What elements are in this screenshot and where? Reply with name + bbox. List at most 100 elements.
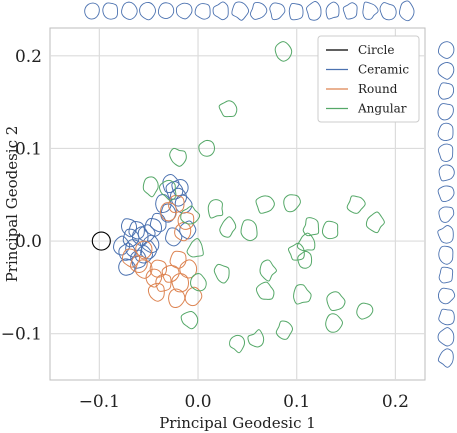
round-marker (135, 240, 153, 260)
angular-marker (219, 216, 237, 238)
angular-marker (247, 329, 265, 348)
round-marker (169, 250, 187, 269)
round-marker (161, 264, 180, 283)
ceramic-marker (165, 227, 183, 247)
right-strip-shape (437, 103, 454, 121)
angular-marker (180, 205, 201, 225)
legend-label: Circle (358, 43, 394, 57)
angular-marker (326, 291, 346, 312)
top-strip-shape (121, 1, 138, 20)
right-strip-shape (437, 62, 455, 80)
angular-marker (198, 139, 216, 157)
top-strip-shape (194, 3, 211, 20)
right-strip-shape (438, 41, 455, 59)
round-marker (149, 259, 168, 278)
top-strip-shape (231, 1, 250, 21)
top-strip-shape (325, 1, 340, 20)
right-strip-shape (438, 164, 455, 182)
ceramic-marker (179, 220, 197, 240)
right-strip-shape (437, 327, 455, 347)
ceramic-marker (165, 180, 184, 200)
circle-marker (91, 231, 111, 251)
x-tick-labels: −0.1 0.0 0.1 0.2 (79, 392, 409, 412)
angular-marker (321, 220, 339, 240)
top-strip-shape (212, 1, 229, 21)
top-strip-shape (175, 2, 193, 20)
top-strip-shape (306, 1, 322, 21)
y-axis-label: Principal Geodesic 2 (3, 126, 21, 283)
top-strip-shape (102, 2, 118, 20)
x-tick-label: −0.1 (79, 392, 120, 412)
angular-marker (259, 259, 277, 282)
angular-marker (287, 242, 305, 261)
ceramic-marker (130, 249, 147, 269)
round-marker (184, 286, 203, 307)
top-strip-shape (249, 1, 268, 20)
ceramic-marker (174, 194, 193, 214)
top-strip-shape (379, 2, 397, 21)
ceramic-marker (118, 258, 136, 276)
angular-marker (365, 211, 385, 234)
ceramic-marker (144, 217, 163, 237)
angular-marker (142, 176, 159, 198)
angular-marker (325, 313, 344, 333)
ceramic-marker (162, 174, 180, 194)
angular-marker (302, 217, 320, 237)
ceramic-marker (140, 240, 158, 260)
right-strip-shape (438, 245, 454, 265)
round-marker (171, 273, 190, 293)
round-marker (168, 288, 186, 308)
ceramic-marker (170, 187, 188, 207)
round-marker (147, 282, 165, 302)
right-shape-strip (437, 41, 456, 368)
top-strip-shape (157, 2, 175, 19)
right-strip-shape (437, 185, 455, 202)
right-strip-shape (438, 287, 456, 305)
angular-marker (218, 100, 238, 118)
right-strip-shape (437, 122, 454, 141)
angular-marker (158, 179, 177, 201)
right-strip-shape (437, 143, 454, 162)
angular-marker (356, 302, 374, 320)
right-strip-shape (438, 266, 454, 284)
right-strip-shape (438, 308, 455, 326)
angular-marker (255, 281, 275, 300)
right-strip-shape (437, 225, 454, 244)
legend-label: Round (358, 82, 398, 96)
right-strip-shape (438, 206, 455, 223)
ceramic-marker (171, 179, 189, 197)
y-tick-label: 0.1 (15, 139, 42, 159)
angular-marker (293, 284, 312, 305)
angular-marker (190, 273, 207, 292)
y-tick-label: 0.2 (15, 47, 42, 67)
data-markers (91, 41, 385, 354)
y-tick-label: 0.0 (15, 232, 42, 252)
angular-marker (283, 194, 301, 213)
top-strip-shape (84, 2, 100, 20)
ceramic-marker (113, 235, 131, 256)
round-marker (160, 202, 177, 222)
top-strip-shape (342, 2, 358, 20)
round-marker (121, 248, 141, 268)
y-tick-label: −0.1 (1, 325, 42, 345)
top-strip-shape (269, 2, 286, 21)
angular-marker (169, 147, 187, 167)
y-tick-labels: 0.2 0.1 0.0 −0.1 (1, 47, 42, 345)
round-marker (130, 255, 148, 273)
angular-marker (346, 195, 366, 214)
angular-marker (275, 320, 294, 340)
top-strip-shape (139, 1, 156, 21)
top-shape-strip (84, 0, 415, 22)
ceramic-marker (155, 193, 172, 214)
legend: Circle Ceramic Round Angular (317, 35, 420, 123)
angular-marker (255, 195, 275, 214)
x-axis-label: Principal Geodesic 1 (159, 414, 316, 432)
top-strip-shape (399, 0, 415, 22)
round-marker (135, 259, 153, 279)
angular-marker (180, 310, 199, 330)
round-marker (168, 195, 185, 213)
legend-label: Angular (357, 102, 407, 116)
angular-marker (297, 250, 313, 269)
right-strip-shape (437, 82, 455, 100)
